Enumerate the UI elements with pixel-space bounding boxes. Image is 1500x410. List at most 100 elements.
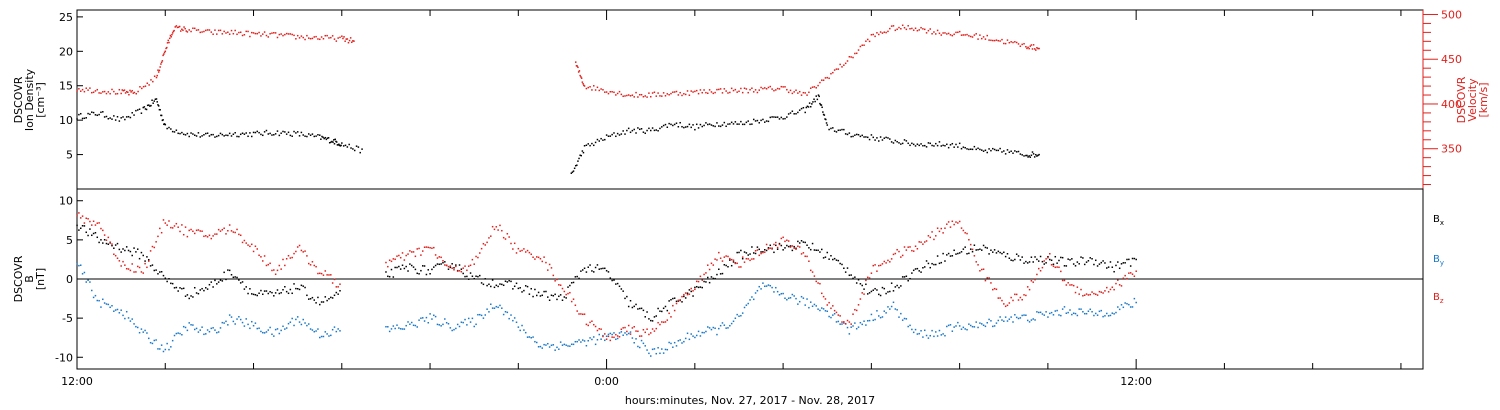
bx-point-164 [421,265,424,267]
velocity-point-403 [971,36,974,38]
bz-point-371 [802,252,805,254]
bz-point-176 [444,264,446,266]
velocity-point-232 [657,92,659,94]
density-point-157 [333,139,335,141]
bx-point-445 [938,262,941,265]
bz-point-368 [797,245,799,248]
bz-point-45 [159,227,161,230]
bz-point-92 [245,242,247,244]
velocity-point-273 [732,89,735,92]
velocity-point-162 [330,36,332,39]
velocity-point-147 [302,36,304,39]
bx-point-504 [1047,255,1049,258]
density-point-93 [225,134,227,136]
velocity-point-272 [730,87,733,90]
density-point-372 [892,142,895,144]
bx-point-121 [298,288,301,291]
velocity-point-159 [324,34,327,37]
bz-point-157 [409,250,411,252]
bz-point-540 [1113,288,1115,291]
by-point-112 [282,325,284,328]
velocity-point-30 [127,91,129,94]
bx-point-12 [98,241,100,244]
bx-point-486 [1014,258,1016,261]
density-point-61 [166,127,168,130]
bz-point-245 [570,300,573,303]
bz-point-289 [651,328,654,330]
bz-point-88 [238,233,240,236]
by-point-183 [456,323,459,326]
bx-point-157 [409,263,411,265]
bz-point-271 [618,336,621,338]
density-axis-label-line-1: DSCOVR [12,76,25,123]
bx-point-453 [953,249,955,252]
velocity-point-275 [736,91,738,93]
bx-point-125 [306,294,308,297]
bx-point-191 [471,275,474,278]
bx-point-531 [1096,265,1099,267]
by-point-81 [225,320,227,323]
velocity-point-127 [265,34,268,37]
bx-point-253 [585,271,588,273]
bx-point-359 [780,244,783,247]
by-point-57 [181,334,183,336]
bz-point-478 [999,297,1001,299]
velocity-point-323 [824,77,827,79]
bz-point-199 [486,241,488,244]
bx-point-46 [160,270,163,273]
by-point-441 [931,329,933,332]
bz-point-480 [1003,303,1005,305]
bz-point-412 [878,264,880,267]
velocity-point-60 [164,50,167,53]
bx-point-171 [434,264,437,267]
bx-point-158 [410,264,413,267]
density-point-183 [573,167,576,170]
by-point-324 [716,333,718,336]
bz-point-447 [942,232,944,234]
bx-point-470 [984,246,987,249]
bz-point-161 [416,248,418,250]
bx-point-392 [841,263,843,266]
by-point-363 [787,297,790,299]
velocity-point-125 [262,33,264,35]
bz-point-305 [681,295,683,298]
bz-point-475 [993,287,996,290]
bz-point-397 [850,323,852,325]
bx-point-423 [898,286,900,289]
bz-point-154 [403,259,406,261]
by-point-82 [227,324,229,326]
density-point-400 [944,144,946,147]
by-point-243 [567,345,569,347]
bz-point-48 [164,222,167,224]
bz-point-249 [578,313,580,315]
velocity-point-83 [185,30,188,32]
bx-point-19 [111,244,113,247]
velocity-point-140 [289,33,292,35]
bx-point-195 [479,274,481,277]
bx-point-64 [193,286,196,289]
velocity-point-279 [743,87,746,90]
bz-point-495 [1030,280,1033,282]
by-point-103 [265,331,268,333]
by-point-506 [1050,311,1053,314]
bz-point-135 [324,270,327,272]
by-point-27 [125,310,128,313]
bx-point-80 [223,271,225,274]
density-point-48 [155,98,158,100]
bx-point-335 [736,251,738,254]
velocity-point-174 [347,41,350,44]
velocity-point-115 [243,33,246,36]
by-point-152 [399,328,402,330]
density-point-405 [953,146,955,148]
bz-point-192 [473,263,475,265]
bz-point-66 [197,229,200,231]
bz-point-497 [1034,278,1036,281]
bx-point-135 [324,296,327,298]
bz-point-77 [217,228,220,231]
bx-point-387 [832,258,834,261]
by-point-391 [839,323,841,325]
density-point-123 [280,132,282,134]
bz-point-194 [477,256,479,259]
bz-point-82 [227,229,229,232]
